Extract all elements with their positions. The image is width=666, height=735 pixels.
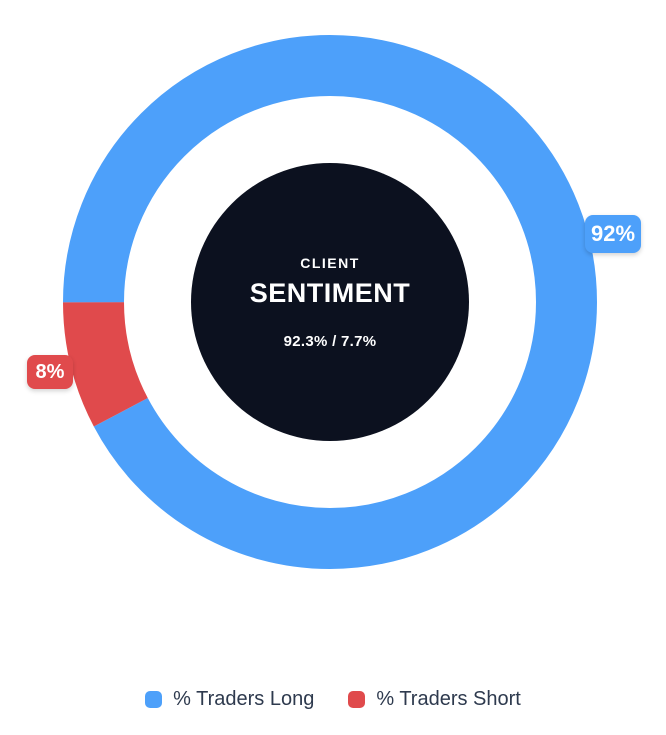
legend: % Traders Long % Traders Short: [0, 688, 666, 711]
donut-ring: [63, 35, 597, 569]
donut-slice-traders-short: [63, 35, 597, 569]
legend-item-traders-short[interactable]: % Traders Short: [348, 688, 521, 711]
legend-label-traders-short: % Traders Short: [376, 688, 521, 710]
legend-item-traders-long[interactable]: % Traders Long: [145, 688, 314, 711]
traders-long-swatch-icon: [145, 691, 163, 708]
short-percentage-badge: 8%: [27, 355, 73, 389]
center-disc: CLIENT SENTIMENT 92.3% / 7.7%: [191, 163, 469, 441]
long-percentage-badge: 92%: [585, 215, 641, 253]
center-title-client: CLIENT: [300, 254, 360, 271]
center-title-sentiment: SENTIMENT: [249, 277, 411, 308]
legend-label-traders-long: % Traders Long: [173, 688, 315, 710]
center-values-text: 92.3% / 7.7%: [283, 332, 377, 350]
traders-short-swatch-icon: [348, 691, 366, 708]
